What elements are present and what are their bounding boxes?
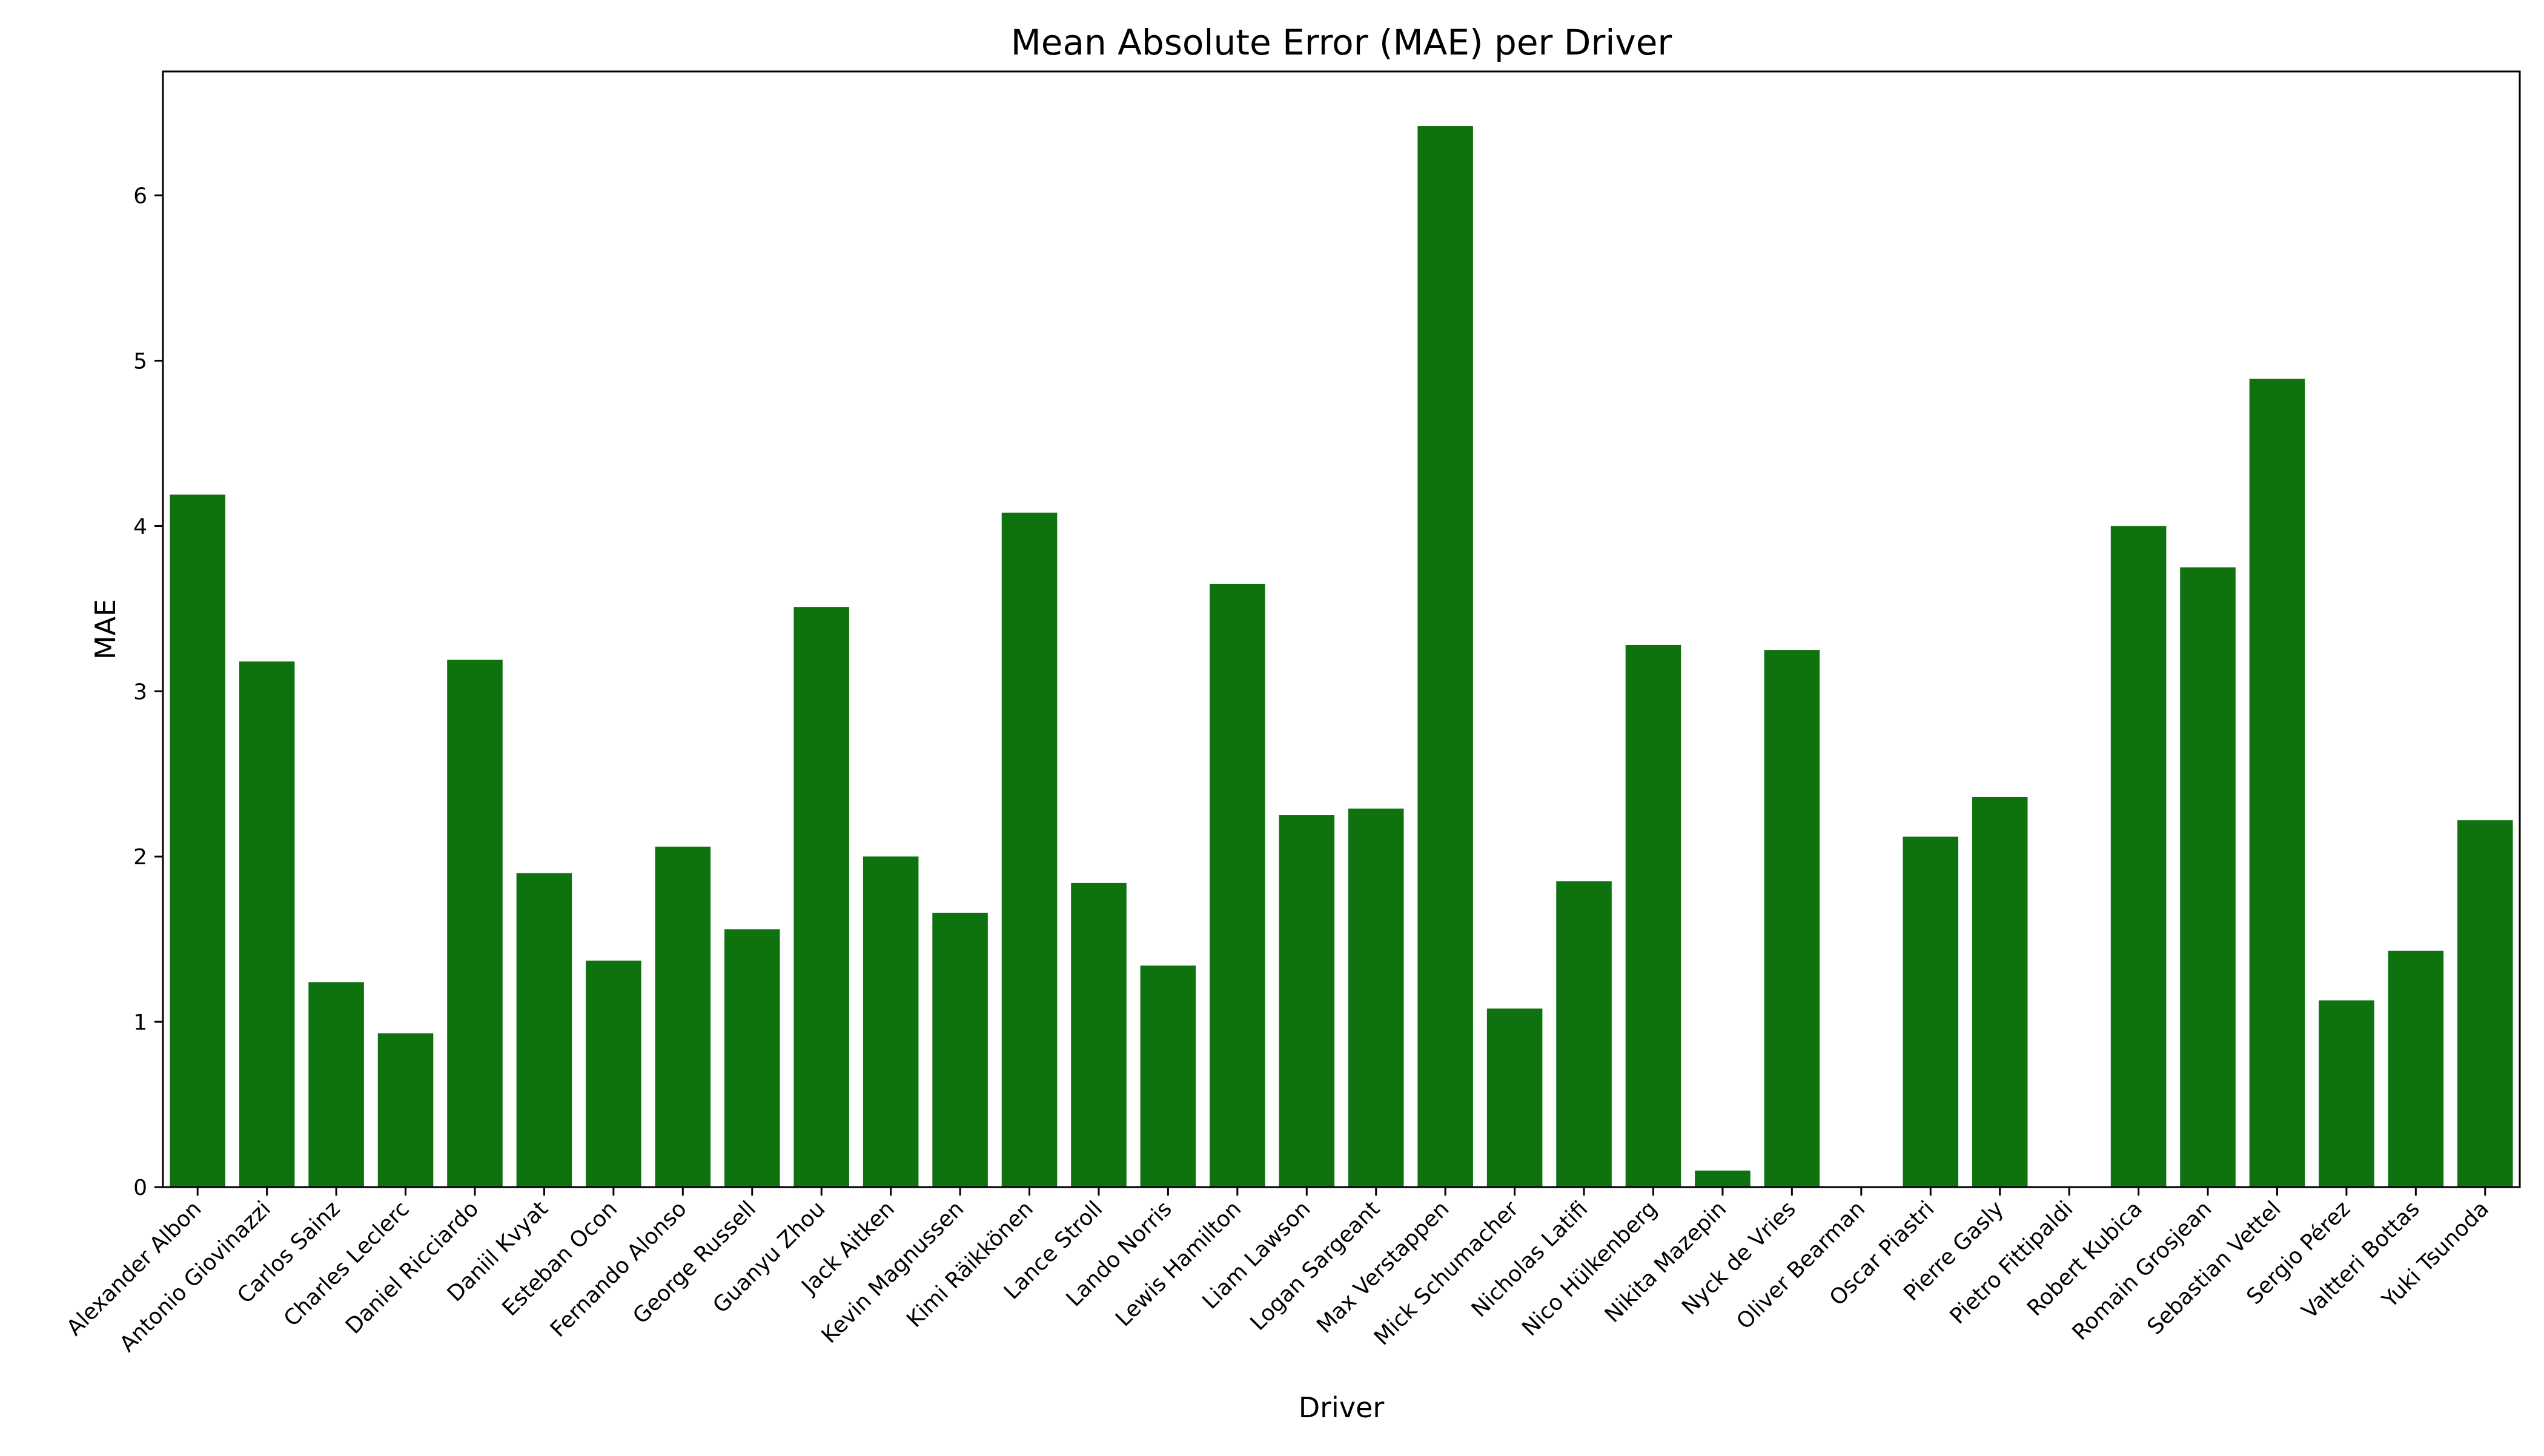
bar-20 bbox=[1556, 881, 1612, 1187]
bar-2 bbox=[308, 982, 364, 1187]
x-tick-label: Daniel Ricciardo bbox=[341, 1196, 483, 1339]
bar-14 bbox=[1140, 965, 1196, 1187]
bar-6 bbox=[586, 961, 641, 1187]
bar-17 bbox=[1348, 809, 1404, 1187]
bar-12 bbox=[1001, 512, 1058, 1188]
chart-title: Mean Absolute Error (MAE) per Driver bbox=[1011, 22, 1672, 63]
bar-19 bbox=[1486, 1008, 1543, 1187]
x-tick-label: Oliver Bearman bbox=[1732, 1196, 1870, 1334]
y-tick-label: 4 bbox=[133, 514, 147, 539]
bar-33 bbox=[2457, 820, 2513, 1187]
x-tick-label: George Russell bbox=[628, 1196, 761, 1329]
bar-11 bbox=[932, 913, 988, 1187]
bar-18 bbox=[1417, 126, 1473, 1187]
x-axis-label: Driver bbox=[1299, 1391, 1385, 1424]
y-tick-label: 6 bbox=[133, 184, 147, 209]
x-tick-label: Lewis Hamilton bbox=[1111, 1196, 1246, 1331]
x-tick-label: Max Verstappen bbox=[1312, 1196, 1454, 1338]
y-axis-label: MAE bbox=[89, 599, 122, 660]
x-tick-label: Kimi Räikkönen bbox=[902, 1196, 1038, 1332]
bar-3 bbox=[377, 1033, 434, 1187]
bar-13 bbox=[1071, 882, 1127, 1187]
bar-29 bbox=[2180, 567, 2236, 1187]
y-axis-ticks: 0 1 2 3 4 5 6 bbox=[133, 184, 163, 1200]
x-tick-label: Nikita Mazepin bbox=[1600, 1196, 1732, 1328]
x-tick-label: Pietro Fittipaldi bbox=[1945, 1196, 2078, 1329]
y-tick-label: 3 bbox=[133, 680, 147, 704]
bar-15 bbox=[1210, 583, 1265, 1187]
bar-23 bbox=[1764, 650, 1820, 1187]
x-tick-label: Logan Sargeant bbox=[1245, 1196, 1385, 1335]
bar-9 bbox=[793, 607, 849, 1187]
bar-7 bbox=[655, 846, 711, 1187]
x-tick-label: Nicholas Latifi bbox=[1467, 1196, 1593, 1322]
x-tick-label: Nico Hülkenberg bbox=[1517, 1196, 1662, 1341]
bar-16 bbox=[1279, 815, 1335, 1187]
x-tick-label: Valtteri Bottas bbox=[2297, 1196, 2424, 1323]
x-tick-label: Alexander Albon bbox=[62, 1196, 206, 1340]
y-tick-label: 5 bbox=[133, 349, 147, 374]
bar-28 bbox=[2110, 526, 2167, 1187]
bar-22 bbox=[1695, 1170, 1751, 1187]
y-tick-label: 2 bbox=[133, 845, 147, 870]
bar-25 bbox=[1903, 836, 1959, 1187]
bar-26 bbox=[1972, 796, 2028, 1187]
bar-4 bbox=[447, 660, 503, 1187]
y-tick-label: 0 bbox=[133, 1176, 147, 1200]
bar-32 bbox=[2388, 950, 2444, 1187]
bar-1 bbox=[239, 661, 295, 1187]
x-tick-label: Sebastian Vettel bbox=[2142, 1196, 2286, 1340]
y-tick-label: 1 bbox=[133, 1010, 147, 1035]
bars-layer bbox=[170, 126, 2513, 1188]
plot-frame bbox=[162, 70, 2521, 1188]
bar-0 bbox=[170, 494, 225, 1187]
bar-8 bbox=[724, 929, 780, 1187]
x-tick-label: Charles Leclerc bbox=[279, 1196, 414, 1331]
bar-21 bbox=[1625, 644, 1681, 1187]
bar-10 bbox=[863, 856, 919, 1187]
bar-31 bbox=[2319, 1000, 2374, 1187]
bar-30 bbox=[2249, 379, 2305, 1188]
bar-5 bbox=[516, 873, 572, 1187]
